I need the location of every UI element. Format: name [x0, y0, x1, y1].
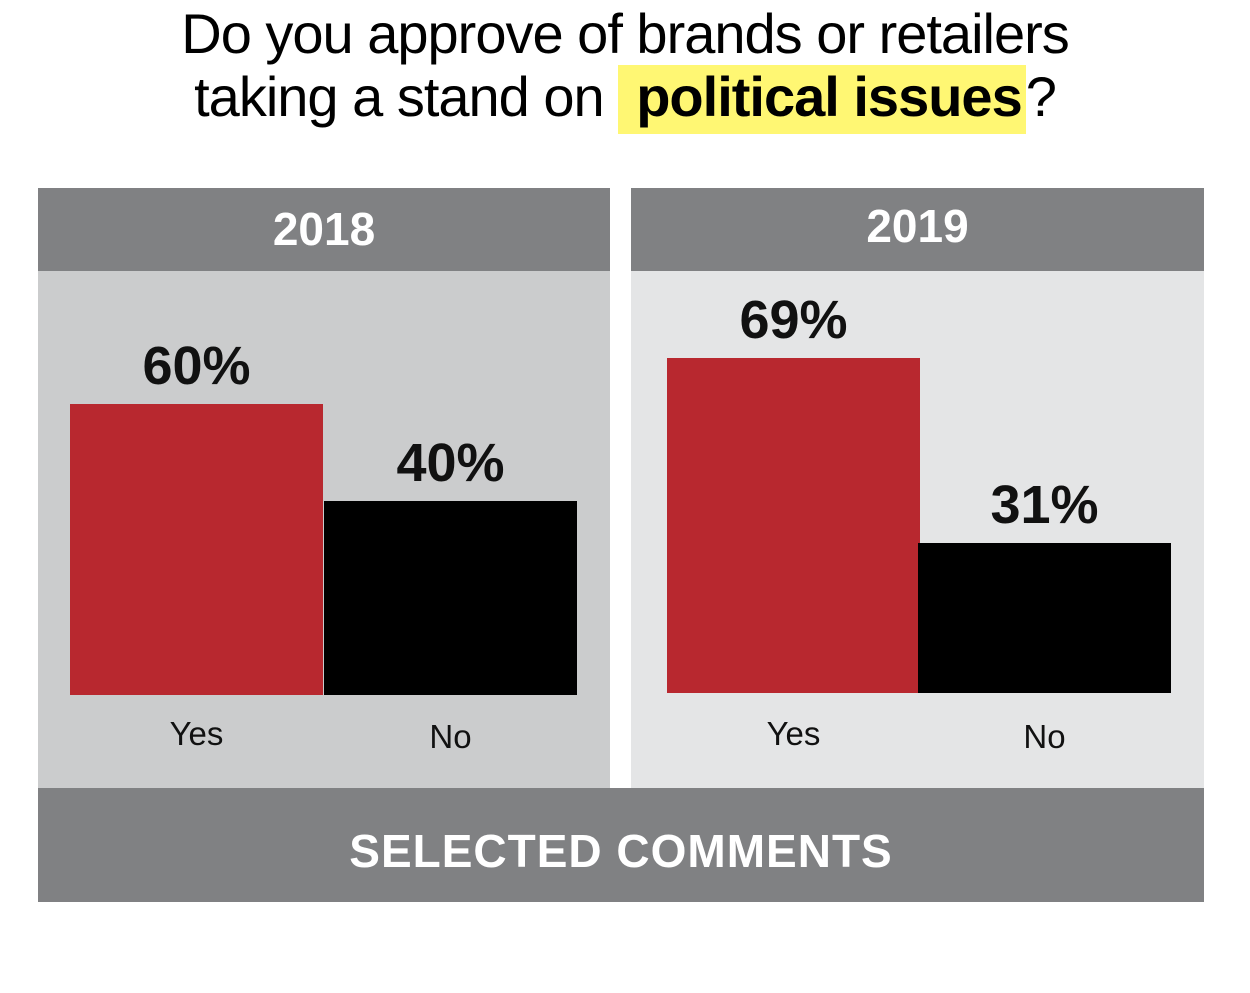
bar-2018-yes — [70, 404, 323, 695]
category-label-2018-yes: Yes — [169, 715, 224, 752]
selected-comments-banner: SELECTED COMMENTS — [38, 788, 1204, 902]
panel-2019-header: 2019 — [631, 188, 1204, 271]
panel-2018-plot: 60% 40% Yes No — [38, 271, 610, 788]
category-label-2018-no: No — [429, 718, 472, 755]
panel-2018-header: 2018 — [38, 188, 610, 271]
title-line-1: Do you approve of brands or retailers — [181, 2, 1070, 65]
panel-2018: 2018 60% 40% Yes No — [38, 188, 610, 788]
title-prefix: taking a stand on — [194, 65, 619, 128]
chart-title: Do you approve of brands or retailers ta… — [0, 2, 1250, 134]
title-highlight: political issues — [618, 65, 1026, 134]
value-label-2019-no: 31% — [990, 475, 1099, 535]
value-label-2018-no: 40% — [396, 433, 505, 493]
panel-2019-plot: 69% 31% Yes No — [631, 271, 1204, 788]
title-line-2: taking a stand on political issues? — [0, 65, 1250, 134]
title-suffix: ? — [1025, 65, 1057, 128]
category-label-2019-no: No — [1023, 718, 1066, 755]
value-label-2018-yes: 60% — [142, 336, 251, 396]
category-label-2019-yes: Yes — [766, 715, 821, 752]
panel-2019: 2019 69% 31% Yes No — [631, 188, 1204, 788]
bar-2019-yes — [667, 358, 920, 693]
bar-2019-no — [918, 543, 1171, 693]
value-label-2019-yes: 69% — [739, 290, 848, 350]
bar-2018-no — [324, 501, 577, 695]
